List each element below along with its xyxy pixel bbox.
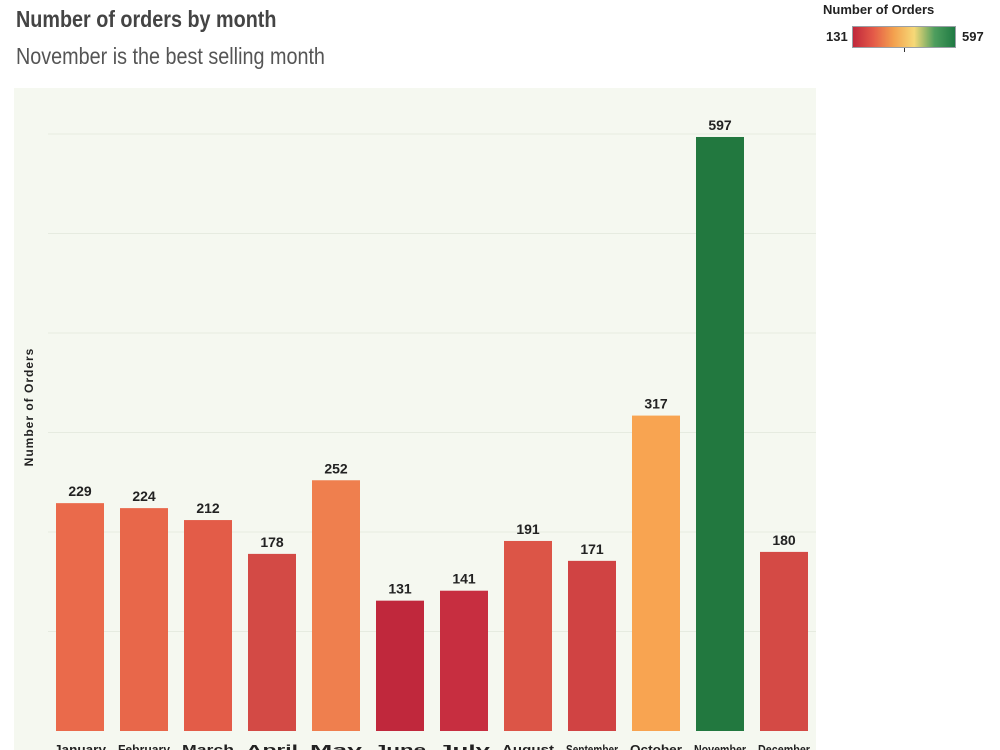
x-tick-label: March (182, 742, 234, 750)
bar-march[interactable] (184, 520, 232, 731)
bar-value-label: 171 (580, 541, 604, 557)
bar-june[interactable] (376, 600, 424, 731)
bar-august[interactable] (504, 540, 552, 731)
x-tick-label: August (502, 742, 555, 750)
bar-july[interactable] (440, 590, 488, 731)
bar-value-label: 252 (324, 460, 348, 476)
x-tick-label: September (566, 742, 618, 750)
x-tick-label: November (694, 742, 746, 750)
bar-value-label: 597 (708, 117, 732, 133)
bar-april[interactable] (248, 553, 296, 731)
bar-november[interactable] (696, 136, 744, 732)
x-tick-label: May (310, 742, 364, 750)
bar-value-label: 178 (260, 534, 284, 550)
bar-may[interactable] (312, 480, 360, 731)
legend-title: Number of Orders (823, 2, 935, 17)
bar-value-label: 212 (196, 500, 220, 516)
bar-value-label: 141 (452, 571, 476, 587)
x-tick-label: July (438, 742, 492, 750)
bar-value-label: 224 (132, 488, 156, 504)
legend-min-label: 131 (826, 29, 848, 44)
y-axis-title: Number of Orders (22, 347, 36, 467)
bar-september[interactable] (568, 560, 616, 731)
bar-october[interactable] (632, 415, 680, 731)
bar-value-label: 317 (644, 396, 668, 412)
legend-tick (904, 48, 905, 52)
bar-value-label: 180 (772, 532, 796, 548)
legend-max-label: 597 (962, 29, 984, 44)
x-tick-label: January (54, 742, 107, 750)
color-legend: Number of Orders 131 597 (820, 2, 1000, 54)
legend-gradient-bar (852, 26, 956, 48)
x-tick-label: February (118, 742, 171, 750)
x-tick-label: June (374, 742, 426, 750)
bar-january[interactable] (56, 503, 104, 731)
bar-value-label: 229 (68, 483, 92, 499)
x-tick-label: October (630, 742, 682, 750)
x-tick-label: December (758, 742, 810, 750)
chart-title: Number of orders by month (16, 6, 277, 32)
bar-value-label: 191 (516, 521, 540, 537)
bar-february[interactable] (120, 508, 168, 731)
bar-value-label: 131 (388, 581, 412, 597)
chart-subtitle: November is the best selling month (16, 43, 325, 69)
x-tick-label: April (246, 742, 298, 750)
bar-december[interactable] (760, 551, 808, 731)
